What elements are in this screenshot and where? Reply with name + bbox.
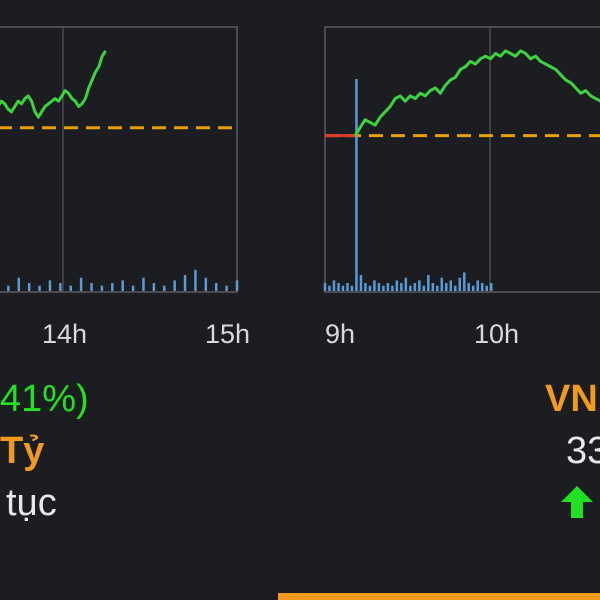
accent-bar xyxy=(278,593,600,600)
price-line xyxy=(0,50,107,119)
price-line xyxy=(353,49,600,137)
index-name[interactable]: VN xyxy=(545,378,598,420)
x-tick-label: 15h xyxy=(205,319,251,349)
x-tick-label: 10h xyxy=(474,319,520,349)
x-tick-label: 9h xyxy=(325,319,356,349)
status-text: tục xyxy=(6,482,57,524)
intraday-chart-right[interactable] xyxy=(323,26,600,293)
chart-frame xyxy=(0,26,238,293)
x-tick-label: 14h xyxy=(42,319,88,349)
change-percent: 41%) xyxy=(0,378,89,420)
up-arrow-icon xyxy=(561,486,593,518)
value-unit-label: Tỷ xyxy=(0,430,45,472)
index-value: 33 xyxy=(566,430,600,472)
intraday-chart-left[interactable] xyxy=(0,26,239,293)
chart-frame xyxy=(324,26,600,293)
